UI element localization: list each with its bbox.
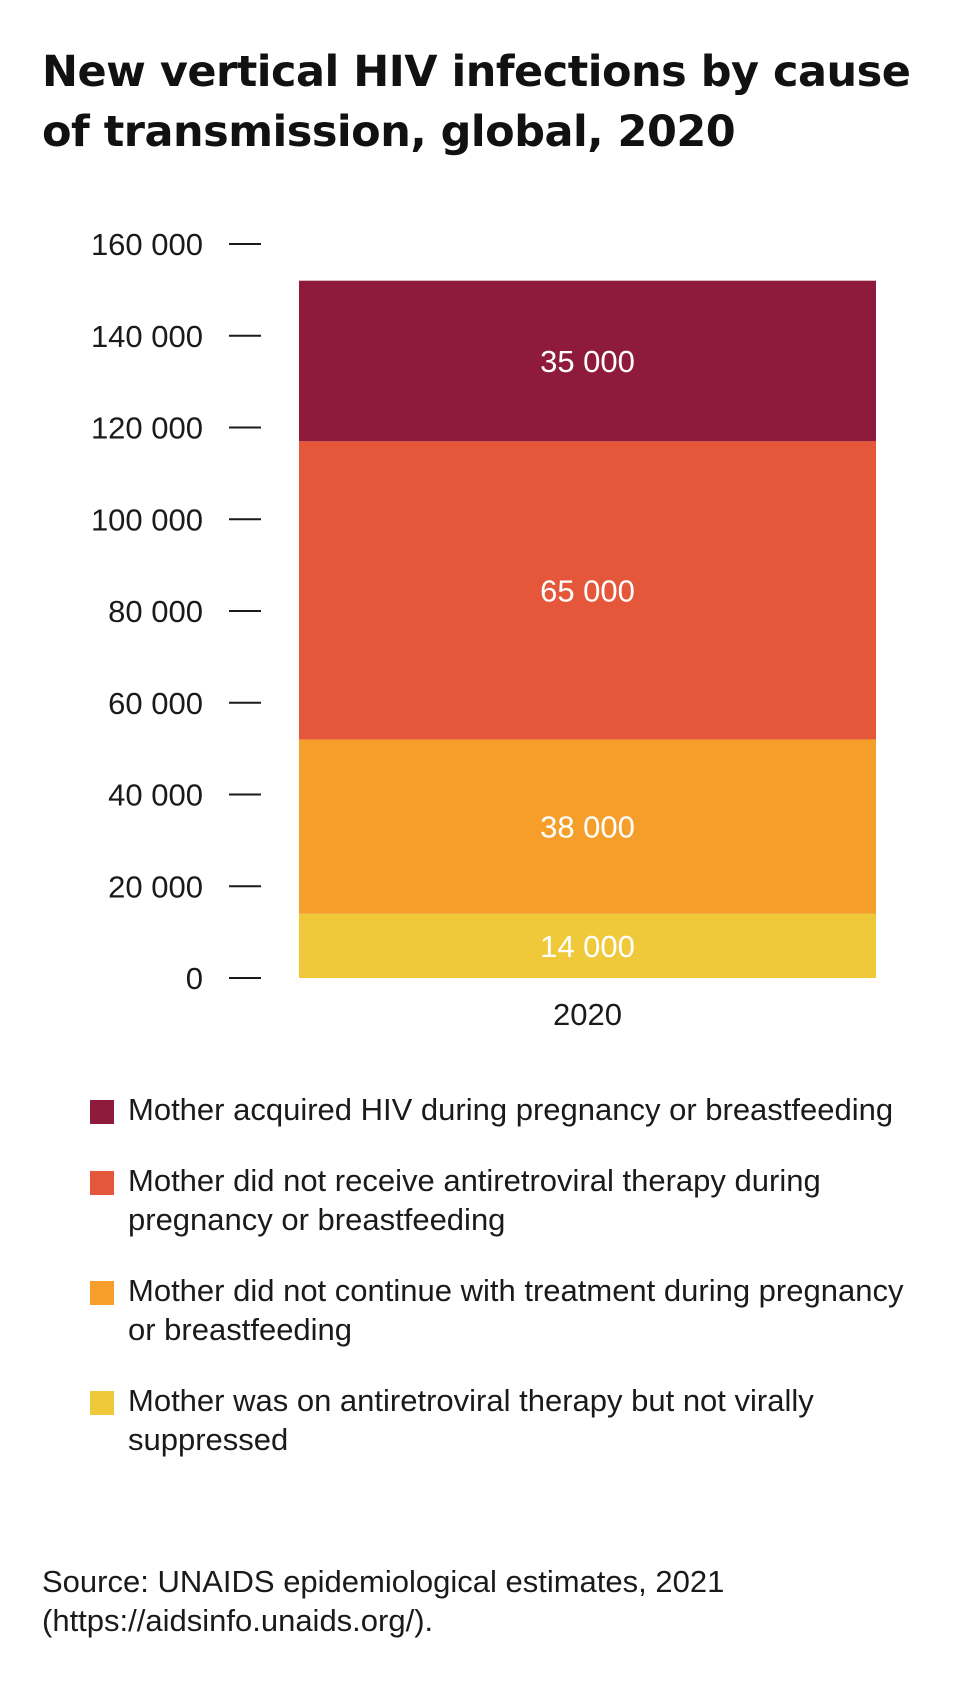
bar-segment xyxy=(299,441,876,740)
y-tick-label: 100 000 xyxy=(91,502,203,537)
legend: Mother acquired HIV during pregnancy or … xyxy=(90,1090,930,1491)
x-axis: 2020 xyxy=(553,997,622,1032)
legend-label: Mother acquired HIV during pregnancy or … xyxy=(128,1092,894,1127)
x-tick-label: 2020 xyxy=(553,997,622,1032)
bar-segment xyxy=(299,280,876,442)
legend-swatch xyxy=(90,1100,114,1124)
y-tick-label: 60 000 xyxy=(108,686,203,721)
y-tick-label: 140 000 xyxy=(91,319,203,354)
y-tick-label: 0 xyxy=(186,961,203,996)
legend-swatch xyxy=(90,1171,114,1195)
legend-label: Mother did not receive antiretroviral th… xyxy=(128,1163,821,1237)
legend-item: Mother acquired HIV during pregnancy or … xyxy=(90,1090,930,1129)
value-labels: 14 000 38 000 65 000 35 000 xyxy=(540,344,635,964)
source-note: Source: UNAIDS epidemiological estimates… xyxy=(42,1564,725,1638)
legend-swatch xyxy=(90,1391,114,1415)
data-label: 65 000 xyxy=(540,573,635,608)
stacked-bar-chart: 0 20 000 40 000 60 000 80 000 100 000 120 000 1… xyxy=(91,227,876,1032)
bar-segment xyxy=(299,913,876,978)
legend-item: Mother did not receive antiretroviral th… xyxy=(90,1161,930,1239)
y-tick-label: 20 000 xyxy=(108,869,203,904)
bar-segment xyxy=(299,739,876,914)
legend-item: Mother was on antiretroviral therapy but… xyxy=(90,1381,930,1459)
bar-segments xyxy=(299,280,876,978)
data-label: 38 000 xyxy=(540,810,635,845)
y-tick-label: 120 000 xyxy=(91,411,203,446)
y-tick-label: 40 000 xyxy=(108,778,203,813)
legend-label: Mother did not continue with treatment d… xyxy=(128,1273,904,1347)
y-axis: 0 20 000 40 000 60 000 80 000 100 000 120 000 1… xyxy=(91,227,261,996)
chart-title: New vertical HIV infections by cause of … xyxy=(42,47,911,157)
y-tick-label: 160 000 xyxy=(91,227,203,262)
legend-label: Mother was on antiretroviral therapy but… xyxy=(128,1383,814,1457)
legend-item: Mother did not continue with treatment d… xyxy=(90,1271,930,1349)
data-label: 35 000 xyxy=(540,344,635,379)
legend-swatch xyxy=(90,1281,114,1305)
y-tick-label: 80 000 xyxy=(108,594,203,629)
data-label: 14 000 xyxy=(540,929,635,964)
